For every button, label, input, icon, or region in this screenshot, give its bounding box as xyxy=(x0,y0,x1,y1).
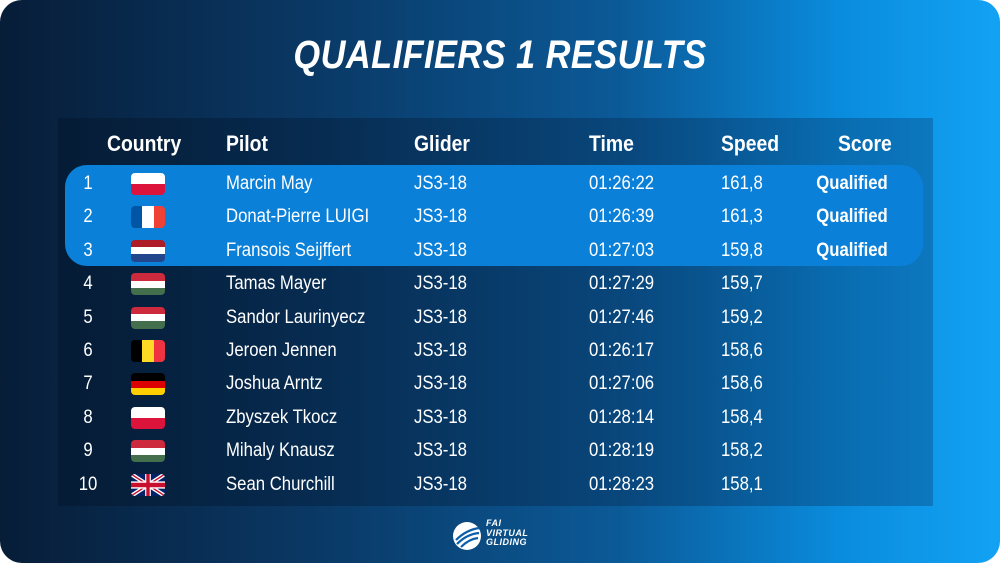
pilot-cell: Jeroen Jennen xyxy=(226,340,337,361)
hungary-flag-icon xyxy=(131,440,165,463)
time-cell: 01:26:17 xyxy=(589,340,655,361)
rank-cell: 10 xyxy=(78,473,98,495)
speed-cell: 159,2 xyxy=(721,306,763,328)
uk-flag-icon xyxy=(131,473,165,496)
time-cell: 01:27:06 xyxy=(589,373,655,395)
logo-line-fai: FAI xyxy=(486,518,502,528)
score-cell: Qualified xyxy=(816,206,888,228)
header-speed: Speed xyxy=(721,131,780,156)
table-row: 7 Joshua Arntz JS3-18 01:27:06 158,6 xyxy=(0,367,1000,400)
pilot-cell: Joshua Arntz xyxy=(226,373,323,395)
rank-cell: 4 xyxy=(83,273,93,295)
rank-cell: 3 xyxy=(83,239,93,261)
score-cell: Qualified xyxy=(816,239,888,261)
fai-glider-logo-icon xyxy=(453,522,481,550)
glider-cell: JS3-18 xyxy=(414,173,467,194)
pilot-cell: Marcin May xyxy=(226,173,313,194)
time-cell: 01:26:39 xyxy=(589,206,655,228)
time-cell: 01:27:46 xyxy=(589,306,655,328)
poland-flag-icon xyxy=(131,406,165,429)
table-row: 4 Tamas Mayer JS3-18 01:27:29 159,7 xyxy=(0,267,1000,300)
speed-cell: 161,3 xyxy=(721,206,763,228)
page-title: QUALIFIERS 1 RESULTS xyxy=(293,33,707,77)
time-cell: 01:27:03 xyxy=(589,239,655,261)
header-time: Time xyxy=(589,131,634,156)
glider-cell: JS3-18 xyxy=(414,440,467,462)
score-cell: Qualified xyxy=(816,173,888,194)
pilot-cell: Sandor Laurinyecz xyxy=(226,306,366,328)
speed-cell: 158,6 xyxy=(721,373,763,395)
speed-cell: 158,4 xyxy=(721,406,763,428)
logo-line-gliding: GLIDING xyxy=(486,537,527,547)
glider-cell: JS3-18 xyxy=(414,306,467,328)
time-cell: 01:28:23 xyxy=(589,473,655,495)
pilot-cell: Zbyszek Tkocz xyxy=(226,406,338,428)
rank-cell: 1 xyxy=(83,173,93,194)
rank-cell: 8 xyxy=(83,406,93,428)
glider-cell: JS3-18 xyxy=(414,473,467,495)
poland-flag-icon xyxy=(131,173,165,195)
speed-cell: 158,1 xyxy=(721,473,763,495)
pilot-cell: Fransois Seijffert xyxy=(226,239,352,261)
hungary-flag-icon xyxy=(131,306,165,329)
speed-cell: 159,7 xyxy=(721,273,763,295)
time-cell: 01:27:29 xyxy=(589,273,655,295)
header-pilot: Pilot xyxy=(226,131,268,156)
time-cell: 01:26:22 xyxy=(589,173,655,194)
table-row: 10 Sean Churchill JS3-18 01:28:23 158,1 xyxy=(0,468,1000,501)
fai-virtual-gliding-logo: FAI VIRTUAL GLIDING xyxy=(452,518,542,552)
glider-cell: JS3-18 xyxy=(414,373,467,395)
germany-flag-icon xyxy=(131,373,165,396)
hungary-flag-icon xyxy=(131,273,165,296)
time-cell: 01:28:14 xyxy=(589,406,655,428)
table-row: 5 Sandor Laurinyecz JS3-18 01:27:46 159,2 xyxy=(0,301,1000,334)
table-row: 3 Fransois Seijffert JS3-18 01:27:03 159,8 Qu… xyxy=(0,234,1000,267)
table-row: 8 Zbyszek Tkocz JS3-18 01:28:14 158,4 xyxy=(0,401,1000,434)
time-cell: 01:28:19 xyxy=(589,440,655,462)
pilot-cell: Mihaly Knausz xyxy=(226,440,335,462)
table-row: 1 Marcin May JS3-18 01:26:22 161,8 Qualified xyxy=(0,167,1000,200)
rank-cell: 2 xyxy=(83,206,93,228)
glider-cell: JS3-18 xyxy=(414,273,467,295)
speed-cell: 158,2 xyxy=(721,440,763,462)
glider-cell: JS3-18 xyxy=(414,239,467,261)
table-row: 9 Mihaly Knausz JS3-18 01:28:19 158,2 xyxy=(0,434,1000,467)
rank-cell: 7 xyxy=(83,373,93,395)
header-glider: Glider xyxy=(414,131,470,156)
rank-cell: 9 xyxy=(83,440,93,462)
pilot-cell: Donat-Pierre LUIGI xyxy=(226,206,370,228)
table-row: 6 Jeroen Jennen JS3-18 01:26:17 158,6 xyxy=(0,334,1000,367)
logo-line-virtual: VIRTUAL xyxy=(486,527,529,538)
france-flag-icon xyxy=(131,206,165,229)
belgium-flag-icon xyxy=(131,340,165,362)
pilot-cell: Tamas Mayer xyxy=(226,273,327,295)
rank-cell: 5 xyxy=(83,306,93,328)
glider-cell: JS3-18 xyxy=(414,340,467,361)
speed-cell: 161,8 xyxy=(721,173,763,194)
rank-cell: 6 xyxy=(83,340,93,361)
table-row: 2 Donat-Pierre LUIGI JS3-18 01:26:39 161,3 Qu… xyxy=(0,200,1000,233)
header-score: Score xyxy=(838,131,892,156)
speed-cell: 158,6 xyxy=(721,340,763,361)
pilot-cell: Sean Churchill xyxy=(226,473,335,495)
glider-cell: JS3-18 xyxy=(414,206,467,228)
netherlands-flag-icon xyxy=(131,239,165,262)
qualified-highlight xyxy=(65,165,923,266)
glider-cell: JS3-18 xyxy=(414,406,467,428)
speed-cell: 159,8 xyxy=(721,239,763,261)
header-country: Country xyxy=(107,131,182,156)
